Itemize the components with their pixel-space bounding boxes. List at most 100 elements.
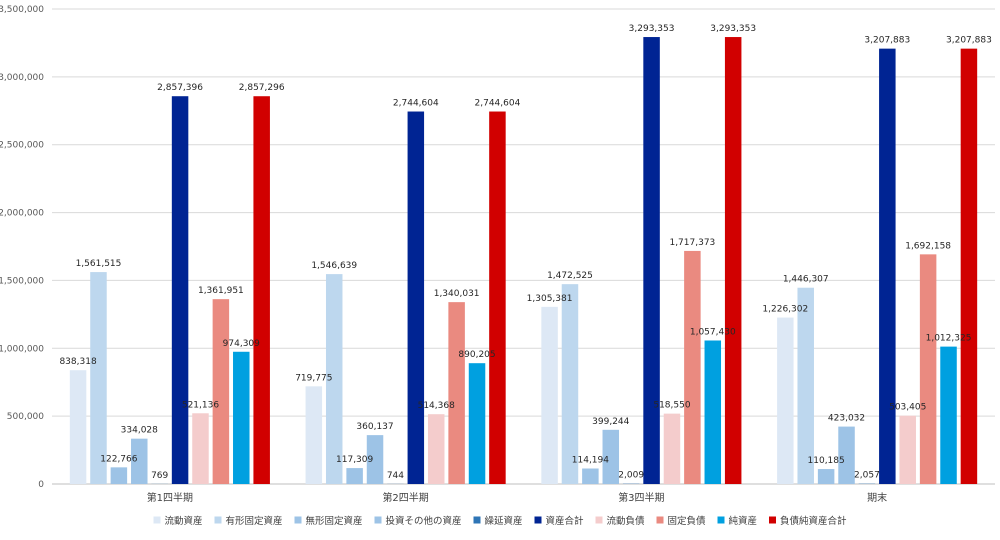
data-label: 1,057,430: [690, 327, 736, 337]
data-label: 360,137: [356, 422, 393, 432]
legend-label: 純資産: [729, 515, 758, 527]
data-label: 1,012,325: [926, 334, 972, 344]
bar: [705, 340, 722, 484]
data-label: 122,766: [100, 454, 137, 464]
legend-label: 固定負債: [668, 515, 707, 527]
bar: [70, 370, 87, 484]
legend-label: 有形固定資産: [226, 515, 283, 527]
bar: [90, 272, 107, 484]
bar: [192, 413, 209, 484]
data-label: 114,194: [572, 456, 609, 466]
legend: 流動資産 有形固定資産 無形固定資産 投資その他の資産 繰延資産 資産合計 流動負債 固定負債…: [154, 515, 848, 527]
data-label: 3,293,353: [710, 24, 756, 34]
data-label: 769: [151, 471, 168, 481]
y-tick-label: 1,000,000: [0, 344, 44, 354]
data-label: 719,775: [295, 373, 332, 383]
data-label: 1,340,031: [434, 289, 480, 299]
data-label: 890,205: [458, 350, 495, 360]
bar: [233, 352, 250, 484]
bar: [489, 112, 506, 484]
data-label: 117,309: [336, 455, 373, 465]
legend-label: 投資その他の資産: [386, 515, 462, 527]
data-label: 2,744,604: [393, 99, 439, 109]
data-label: 2,009: [618, 471, 644, 481]
data-label: 1,472,525: [547, 271, 593, 281]
legend-label: 繰延資産: [485, 515, 523, 527]
legend-swatch: [718, 517, 725, 524]
y-tick-label: 2,000,000: [0, 209, 44, 219]
data-label: 3,207,883: [864, 36, 910, 46]
bar: [213, 299, 230, 484]
data-label: 1,692,158: [905, 241, 951, 251]
y-tick-label: 0: [38, 480, 44, 490]
data-label: 399,244: [592, 417, 629, 427]
data-label: 974,309: [223, 339, 260, 349]
data-label: 503,405: [889, 403, 926, 413]
legend-label: 負債純資産合計: [780, 515, 847, 527]
bar: [899, 416, 916, 484]
gridlines: [52, 9, 995, 416]
bar: [111, 467, 128, 484]
data-label: 1,446,307: [783, 275, 829, 285]
data-label: 1,561,515: [76, 259, 122, 269]
legend-swatch: [657, 517, 664, 524]
y-tick-label: 500,000: [7, 412, 44, 422]
legend-swatch: [154, 517, 161, 524]
bar: [428, 414, 445, 484]
bar: [448, 302, 465, 484]
legend-label: 資産合計: [546, 515, 585, 527]
y-tick-label: 3,500,000: [0, 5, 44, 15]
data-label: 838,318: [59, 357, 96, 367]
data-label: 334,028: [121, 426, 158, 436]
data-label: 744: [387, 471, 404, 481]
bar: [684, 251, 701, 484]
data-label: 1,305,381: [527, 294, 573, 304]
bar: [940, 347, 957, 484]
data-label: 1,361,951: [198, 286, 244, 296]
y-tick-label: 1,500,000: [0, 276, 44, 286]
x-tick-label: 第1四半期: [147, 491, 193, 504]
data-label: 2,057: [854, 471, 880, 481]
bar: [879, 49, 896, 484]
bar: [643, 37, 660, 484]
bar: [818, 469, 835, 484]
data-label: 423,032: [828, 414, 865, 424]
legend-swatch: [596, 517, 603, 524]
x-tick-label: 第2四半期: [382, 491, 428, 504]
legend-swatch: [769, 517, 776, 524]
x-tick-label: 第3四半期: [618, 491, 664, 504]
bar: [664, 414, 681, 484]
data-label: 1,717,373: [669, 238, 715, 248]
bar: [582, 469, 599, 484]
legend-swatch: [295, 517, 302, 524]
y-tick-label: 3,000,000: [0, 73, 44, 83]
bar: [408, 112, 425, 484]
legend-label: 流動資産: [165, 515, 203, 527]
bar: [253, 96, 269, 484]
data-label: 518,550: [653, 401, 690, 411]
bar: [562, 284, 579, 484]
bar: [306, 386, 323, 484]
bar: [777, 318, 794, 484]
data-label: 2,857,296: [239, 83, 285, 93]
bar: [469, 363, 486, 484]
data-label: 2,857,396: [157, 83, 203, 93]
data-label: 3,207,883: [946, 36, 992, 46]
bar: [172, 96, 189, 484]
data-label: 2,744,604: [475, 99, 521, 109]
legend-label: 無形固定資産: [306, 515, 363, 527]
bar: [541, 307, 558, 484]
bar: [346, 468, 363, 484]
legend-label: 流動負債: [607, 515, 646, 527]
data-label: 110,185: [808, 456, 845, 466]
bar: [961, 49, 978, 484]
legend-swatch: [215, 517, 222, 524]
y-tick-label: 2,500,000: [0, 141, 44, 151]
bar: [725, 37, 742, 484]
data-label: 1,226,302: [762, 305, 808, 315]
bar: [920, 254, 937, 484]
data-label: 514,368: [418, 401, 455, 411]
data-label: 521,136: [182, 400, 219, 410]
